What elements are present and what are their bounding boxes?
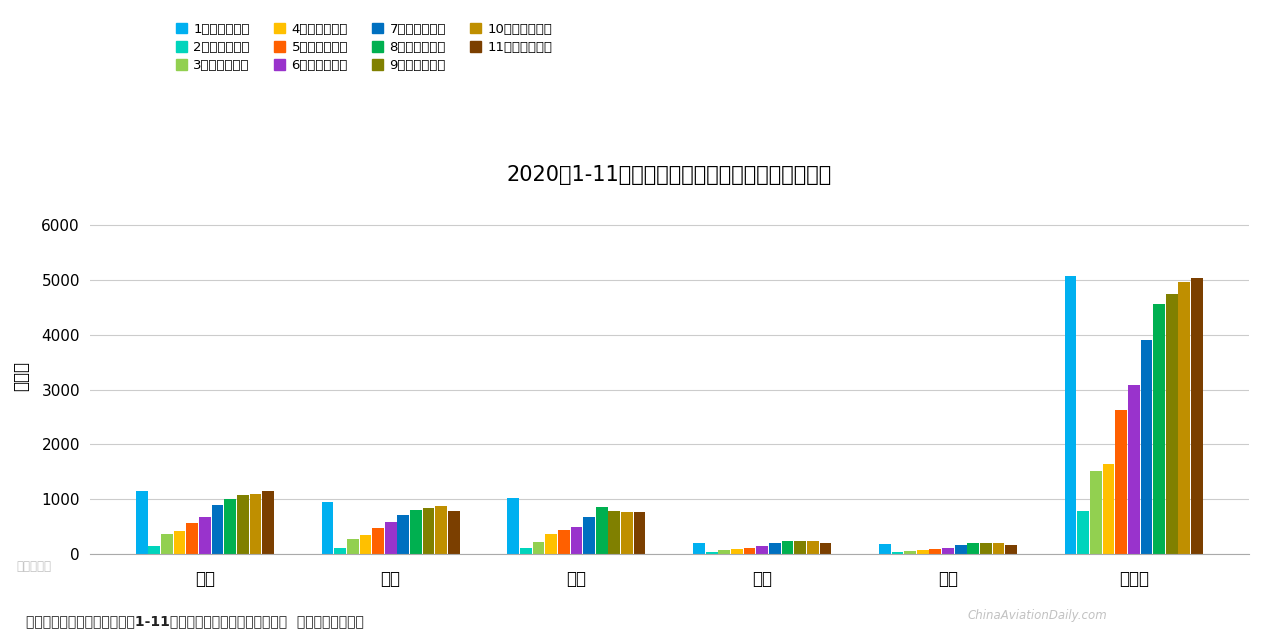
Bar: [250, 494, 261, 554]
Title: 2020年1-11月部分航司和全民航旅客运输量统计表: 2020年1-11月部分航司和全民航旅客运输量统计表: [507, 165, 831, 185]
Text: 民航资源网: 民航资源网: [17, 560, 51, 573]
Bar: [322, 503, 333, 554]
Bar: [781, 541, 793, 554]
Bar: [507, 498, 519, 554]
Bar: [410, 510, 421, 554]
Text: ChinaAviationDaily.com: ChinaAviationDaily.com: [967, 609, 1107, 622]
Bar: [892, 552, 903, 554]
Bar: [794, 541, 806, 554]
Bar: [993, 543, 1004, 554]
Bar: [1103, 464, 1114, 554]
Bar: [1090, 471, 1102, 554]
Bar: [744, 548, 756, 554]
Bar: [448, 512, 460, 554]
Bar: [1153, 304, 1164, 554]
Bar: [360, 535, 371, 554]
Bar: [820, 543, 831, 554]
Bar: [693, 543, 705, 554]
Bar: [756, 547, 769, 554]
Bar: [224, 499, 236, 554]
Bar: [520, 548, 532, 554]
Bar: [347, 538, 359, 554]
Bar: [1166, 294, 1177, 554]
Bar: [149, 547, 160, 554]
Bar: [596, 507, 607, 554]
Bar: [546, 534, 557, 554]
Bar: [621, 513, 633, 554]
Bar: [199, 517, 211, 554]
Bar: [161, 534, 173, 554]
Bar: [397, 515, 409, 554]
Bar: [807, 541, 819, 554]
Bar: [186, 523, 199, 554]
Bar: [1006, 545, 1017, 554]
Bar: [570, 527, 583, 554]
Bar: [373, 528, 384, 554]
Bar: [174, 531, 186, 554]
Bar: [634, 513, 646, 554]
Bar: [719, 550, 730, 554]
Bar: [1140, 340, 1153, 554]
Bar: [211, 505, 223, 554]
Bar: [136, 491, 147, 554]
Bar: [769, 543, 780, 554]
Bar: [731, 549, 743, 554]
Bar: [954, 545, 966, 554]
Bar: [423, 508, 434, 554]
Y-axis label: 万人次: 万人次: [13, 361, 31, 391]
Bar: [980, 543, 991, 554]
Bar: [967, 543, 979, 554]
Bar: [1116, 410, 1127, 554]
Bar: [1077, 511, 1089, 554]
Legend: 1月旅客运输量, 2月旅客运输量, 3月旅客运输量, 4月旅客运输量, 5月旅客运输量, 6月旅客运输量, 7月旅客运输量, 8月旅客运输量, 9月旅客运输量,: 1月旅客运输量, 2月旅客运输量, 3月旅客运输量, 4月旅客运输量, 5月旅客…: [172, 18, 556, 76]
Bar: [942, 548, 954, 554]
Bar: [1065, 276, 1076, 554]
Bar: [1127, 385, 1140, 554]
Bar: [608, 512, 620, 554]
Bar: [1179, 282, 1190, 554]
Bar: [1191, 278, 1203, 554]
Bar: [334, 548, 346, 554]
Bar: [436, 506, 447, 554]
Bar: [559, 531, 570, 554]
Bar: [706, 552, 717, 554]
Bar: [917, 550, 929, 554]
Text: 备注说明：数据来源于各航司1-11月主要运营数据报告及民航局。  制图：民航资源网: 备注说明：数据来源于各航司1-11月主要运营数据报告及民航局。 制图：民航资源网: [26, 615, 364, 629]
Bar: [237, 495, 249, 554]
Bar: [263, 491, 274, 554]
Bar: [879, 544, 890, 554]
Bar: [384, 522, 397, 554]
Bar: [583, 517, 594, 554]
Bar: [904, 551, 916, 554]
Bar: [533, 541, 544, 554]
Bar: [930, 548, 942, 554]
